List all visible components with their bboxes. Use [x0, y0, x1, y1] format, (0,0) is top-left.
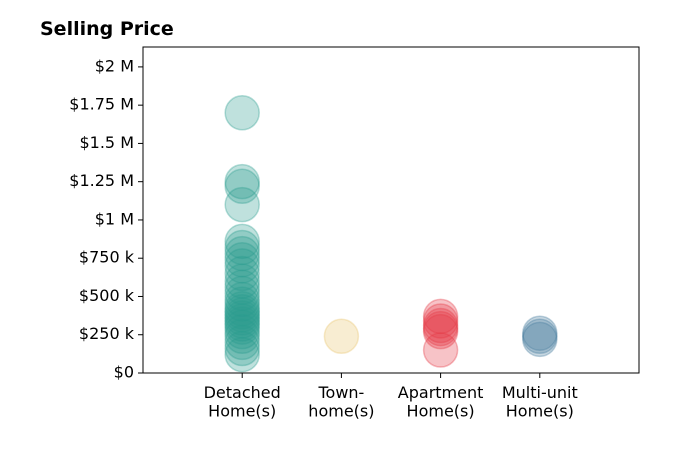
y-tick-label: $1.5 M	[79, 133, 134, 152]
point	[224, 309, 260, 345]
point	[224, 235, 260, 272]
y-tick-label: $1 M	[95, 209, 134, 228]
point	[224, 95, 260, 131]
y-tick-label: $0	[114, 363, 134, 382]
point	[224, 229, 260, 266]
point	[224, 286, 260, 322]
x-tick-label: Apartment Home(s)	[398, 383, 484, 420]
point	[224, 269, 260, 306]
y-tick-label: $1.25 M	[69, 171, 134, 190]
point	[224, 306, 260, 342]
point	[224, 241, 260, 278]
point	[224, 300, 260, 336]
point	[224, 303, 260, 339]
point	[224, 248, 260, 284]
plot-frame	[142, 46, 640, 374]
point	[522, 321, 558, 358]
y-tick-label: $250 k	[79, 324, 135, 343]
y-tick-label: $1.75 M	[69, 95, 134, 114]
point	[224, 263, 260, 299]
point	[323, 318, 360, 355]
point	[224, 330, 260, 367]
point	[224, 281, 260, 318]
point	[224, 223, 260, 260]
chart-title: Selling Price	[40, 18, 174, 40]
point	[522, 315, 558, 351]
y-tick-label: $500 k	[79, 286, 135, 305]
point	[422, 313, 459, 350]
point	[422, 303, 459, 339]
point	[224, 313, 260, 350]
point	[224, 290, 260, 327]
point	[224, 324, 260, 361]
point	[522, 318, 558, 355]
point	[224, 186, 260, 223]
point	[224, 318, 260, 355]
point	[422, 298, 459, 335]
point	[224, 294, 260, 330]
point	[224, 168, 260, 205]
point	[422, 307, 459, 344]
y-tick-label: $2 M	[95, 56, 134, 75]
point	[224, 275, 260, 312]
x-tick-label: Multi-unit Home(s)	[502, 383, 578, 420]
x-tick-label: Town-home(s)	[308, 383, 374, 420]
point	[224, 336, 260, 373]
point	[224, 255, 260, 292]
point	[224, 163, 260, 200]
y-tick-label: $750 k	[79, 248, 135, 267]
point	[422, 310, 459, 347]
x-tick-label: Detached Home(s)	[204, 383, 281, 420]
point	[422, 332, 459, 368]
point	[224, 297, 260, 333]
